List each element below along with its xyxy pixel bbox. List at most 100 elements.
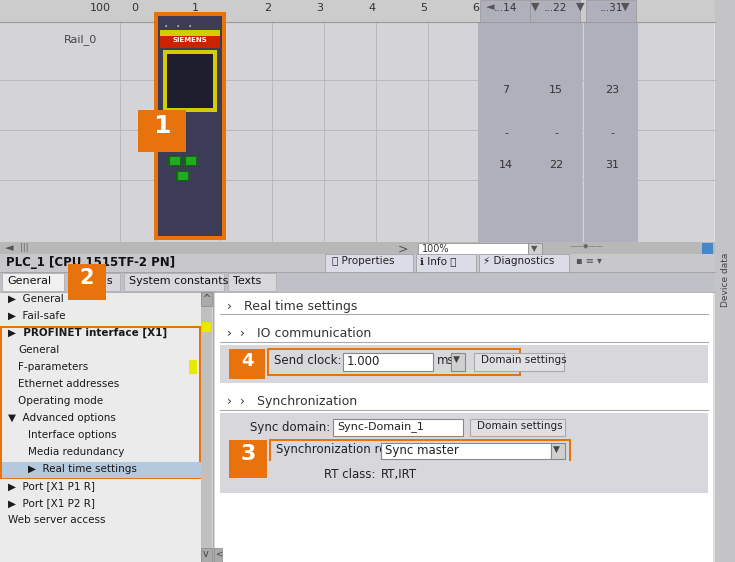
Text: <: <	[215, 549, 222, 558]
Text: ▼: ▼	[453, 355, 460, 364]
Text: ◄: ◄	[486, 2, 494, 12]
Bar	[68, 273, 120, 291]
Text: Device data: Device data	[722, 253, 731, 307]
Text: Web server access: Web server access	[8, 515, 106, 525]
Text: Operating mode: Operating mode	[18, 396, 103, 406]
Bar	[418, 243, 528, 254]
Bar	[0, 326, 201, 479]
Bar	[170, 157, 180, 165]
Text: ›   Real time settings: › Real time settings	[227, 300, 357, 313]
Bar	[184, 156, 198, 166]
Text: ...31: ...31	[600, 3, 624, 13]
Text: 14: 14	[499, 160, 513, 170]
Text: Domain settings: Domain settings	[481, 355, 567, 365]
Text: ▼: ▼	[553, 445, 560, 454]
Text: v: v	[203, 549, 209, 559]
Bar	[220, 345, 708, 383]
Text: 5: 5	[420, 3, 428, 13]
Bar	[474, 353, 564, 371]
Text: ▶  PROFINET interface [X1]: ▶ PROFINET interface [X1]	[8, 328, 167, 338]
Bar	[267, 348, 521, 376]
Text: ℹ Info ⓘ: ℹ Info ⓘ	[420, 256, 456, 266]
Text: RT,IRT: RT,IRT	[381, 468, 417, 481]
Text: 7: 7	[503, 85, 509, 95]
Bar	[163, 50, 217, 112]
Bar	[586, 0, 636, 22]
Text: Rail_0: Rail_0	[64, 34, 97, 45]
Text: Domain settings: Domain settings	[477, 421, 562, 431]
Bar	[0, 292, 212, 562]
Bar	[178, 172, 188, 180]
Text: ms: ms	[437, 354, 455, 367]
Bar	[530, 0, 580, 22]
Text: Send clock:: Send clock:	[274, 354, 342, 367]
Text: PLC_1 [CPU 1515TF-2 PN]: PLC_1 [CPU 1515TF-2 PN]	[6, 256, 175, 269]
Bar	[167, 54, 213, 108]
Text: 0: 0	[132, 3, 138, 13]
Bar	[201, 292, 212, 306]
Text: ——◆——: ——◆——	[570, 243, 603, 249]
Bar	[381, 443, 551, 459]
Bar	[154, 12, 226, 240]
Bar	[2, 328, 199, 477]
Text: ^: ^	[203, 294, 211, 304]
Text: ▶  Port [X1 P1 R]: ▶ Port [X1 P1 R]	[8, 481, 95, 491]
Text: ·: ·	[176, 20, 180, 34]
Bar	[0, 22, 714, 242]
Bar	[0, 272, 715, 292]
Bar	[479, 254, 569, 272]
Text: ▼: ▼	[576, 2, 584, 12]
Bar	[186, 157, 196, 165]
Text: 23: 23	[605, 85, 619, 95]
Bar	[124, 273, 224, 291]
Text: ▪ ≡ ▾: ▪ ≡ ▾	[576, 256, 602, 266]
Bar	[168, 156, 182, 166]
Text: 4: 4	[241, 352, 254, 370]
Bar	[2, 273, 64, 291]
Text: 3: 3	[240, 444, 256, 464]
Bar	[201, 548, 212, 562]
Bar	[470, 419, 565, 436]
Text: 100: 100	[90, 3, 110, 13]
Text: 6: 6	[473, 3, 479, 13]
Bar	[480, 0, 530, 22]
Bar	[215, 292, 713, 562]
Text: Sync domain:: Sync domain:	[250, 421, 330, 434]
Bar	[0, 0, 715, 22]
Bar	[229, 349, 265, 379]
Text: 1: 1	[154, 114, 171, 138]
Text: RT class:: RT class:	[324, 468, 376, 481]
Bar	[189, 360, 197, 374]
Bar	[715, 0, 735, 562]
Bar	[158, 16, 222, 236]
Text: F-parameters: F-parameters	[18, 362, 88, 372]
Text: 100%: 100%	[422, 244, 450, 254]
Text: 🔍 Properties: 🔍 Properties	[332, 256, 395, 266]
Text: ·: ·	[164, 20, 168, 34]
Bar	[68, 264, 106, 300]
Text: IO tags: IO tags	[73, 276, 112, 286]
Text: |||: |||	[20, 243, 29, 252]
Text: 3: 3	[317, 3, 323, 13]
Text: Sync master: Sync master	[385, 444, 459, 457]
Bar	[269, 350, 519, 374]
Text: ...14: ...14	[495, 3, 517, 13]
Text: ▶  Port [X1 P2 R]: ▶ Port [X1 P2 R]	[8, 498, 95, 508]
Text: ◄: ◄	[5, 243, 13, 253]
Text: 2: 2	[265, 3, 271, 13]
Text: Synchronization role:: Synchronization role:	[276, 443, 401, 456]
Bar	[201, 292, 212, 562]
Bar	[325, 254, 413, 272]
Text: Sync-Domain_1: Sync-Domain_1	[337, 421, 424, 432]
Text: 1.000: 1.000	[347, 355, 381, 368]
Text: ▼: ▼	[531, 2, 539, 12]
Text: Texts: Texts	[233, 276, 261, 286]
Text: ...22: ...22	[545, 3, 567, 13]
Text: Ethernet addresses: Ethernet addresses	[18, 379, 119, 389]
Text: -: -	[554, 128, 558, 138]
Text: 31: 31	[605, 160, 619, 170]
Bar	[0, 254, 715, 272]
Text: -: -	[610, 128, 614, 138]
Bar	[528, 22, 582, 242]
Bar	[0, 0, 715, 242]
